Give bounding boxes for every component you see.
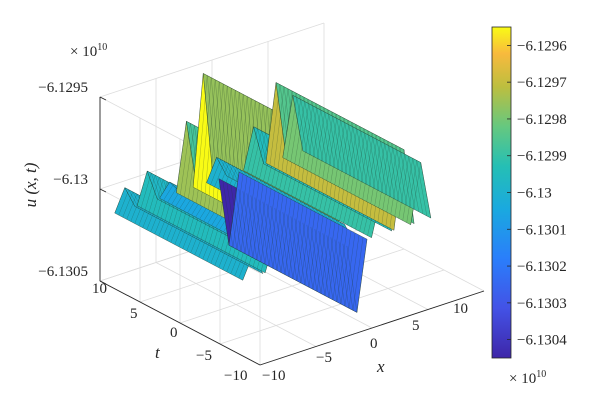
surface-mesh-line <box>334 122 356 185</box>
surface-mesh-line <box>226 176 248 250</box>
z-multiplier: × 1010 <box>70 42 107 60</box>
colorbar-tick-label: −6.1304 <box>517 333 567 349</box>
z-tick-label-top: −6.1295 <box>38 80 88 96</box>
surface-mesh-line <box>366 139 388 202</box>
z-tick-label-mid: −6.13 <box>53 172 88 188</box>
surface-mesh-line <box>114 187 136 214</box>
surface-mesh-line <box>302 105 324 169</box>
surface-mesh-line <box>136 170 158 206</box>
z-tick <box>99 188 107 193</box>
z-tick <box>99 280 107 285</box>
surface-mesh-line <box>159 181 180 199</box>
x-tick-label-5: 5 <box>412 318 420 334</box>
z-tick <box>99 96 107 101</box>
surface-mesh-line <box>342 126 364 190</box>
colorbar-multiplier: × 1010 <box>509 369 546 387</box>
surface-plot <box>114 73 432 313</box>
surface-mesh-line <box>247 128 268 173</box>
surface-mesh-line <box>386 149 408 213</box>
surface-mesh-line <box>378 145 400 208</box>
surface-mesh-line <box>350 131 372 194</box>
surface-mesh-line <box>206 156 227 183</box>
colorbar-tick-label: −6.1297 <box>517 75 567 91</box>
surface-mesh-line <box>358 135 380 198</box>
colorbar-tick-label: −6.1301 <box>517 222 567 238</box>
z-axis-label: u (x, t) <box>21 162 40 207</box>
surface-mesh-line <box>382 147 404 211</box>
surface-mesh-line <box>196 75 218 190</box>
x-tick-label-m10: −10 <box>262 368 285 384</box>
surface-mesh-line <box>406 160 428 223</box>
t-tick-label-m5: −5 <box>196 348 212 364</box>
t-axis-line <box>99 280 261 366</box>
t-tick-label-10: 10 <box>92 281 107 297</box>
grid-line <box>179 248 405 324</box>
surface-mesh-line <box>326 118 348 181</box>
surface-mesh-line <box>218 171 240 246</box>
surface-mesh-line <box>118 189 140 216</box>
surface-mesh-line <box>286 97 308 160</box>
surface-mesh-line <box>282 95 304 158</box>
surface-mesh-line <box>214 161 235 187</box>
surface-mesh-line <box>346 128 368 192</box>
surface-mesh-line <box>290 99 312 162</box>
surface-mesh-line <box>394 154 416 217</box>
t-tick-label-5: 5 <box>130 306 138 322</box>
colorbar-tick-label: −6.13 <box>517 186 552 202</box>
colorbar-tick-label: −6.1303 <box>517 296 567 312</box>
surface-mesh-line <box>398 156 420 219</box>
surface-mesh-line <box>192 73 214 188</box>
surface-mesh-line <box>298 103 320 166</box>
x-tick-label-m5: −5 <box>316 350 332 366</box>
surface-mesh-line <box>314 112 336 175</box>
colorbar-tick-label: −6.1302 <box>517 259 567 275</box>
surface-mesh-line <box>200 77 222 192</box>
surface-mesh-line <box>362 137 384 200</box>
surface-mesh-line <box>402 158 424 221</box>
surface-mesh-line <box>322 116 344 179</box>
surface-mesh-line <box>370 141 392 204</box>
surface-mesh-line <box>176 121 197 193</box>
surface-mesh-line <box>330 120 352 183</box>
colorbar-tick-label: −6.1299 <box>517 149 567 165</box>
surface-mesh-line <box>265 82 287 164</box>
x-tick-label-10: 10 <box>453 301 468 317</box>
surface-mesh-line <box>294 101 316 164</box>
surface-mesh-line <box>318 114 340 177</box>
surface-mesh-line <box>410 162 432 225</box>
surface-mesh-line <box>310 110 332 173</box>
surface-mesh-line <box>306 107 328 171</box>
surface-mesh-line <box>208 81 230 196</box>
x-axis-label: x <box>376 357 385 376</box>
t-tick-label-m10: −10 <box>224 368 247 384</box>
surface-mesh-line <box>210 159 231 185</box>
surface-mesh-line <box>243 126 264 171</box>
surface-mesh-line <box>390 152 412 215</box>
colorbar-ticks: −6.1296 −6.1297 −6.1298 −6.1299 −6.13 −6.1301… <box>507 38 567 349</box>
surface-mesh-line <box>354 133 376 196</box>
surface-mesh-line <box>140 172 162 208</box>
surface-mesh-line <box>204 79 226 194</box>
x-axis-line <box>259 290 485 366</box>
x-tick-label-0: 0 <box>370 336 378 352</box>
t-tick-label-0: 0 <box>170 325 178 341</box>
colorbar-tick-label: −6.1296 <box>517 38 567 54</box>
t-axis-label: t <box>155 343 161 362</box>
z-tick-label-bottom: −6.1305 <box>38 264 88 280</box>
surface-mesh-line <box>338 124 360 187</box>
surface-mesh-line <box>374 143 396 206</box>
surface-mesh-line <box>222 174 244 248</box>
colorbar-tick-label: −6.1298 <box>517 112 567 128</box>
surface-mesh-line <box>144 174 166 210</box>
